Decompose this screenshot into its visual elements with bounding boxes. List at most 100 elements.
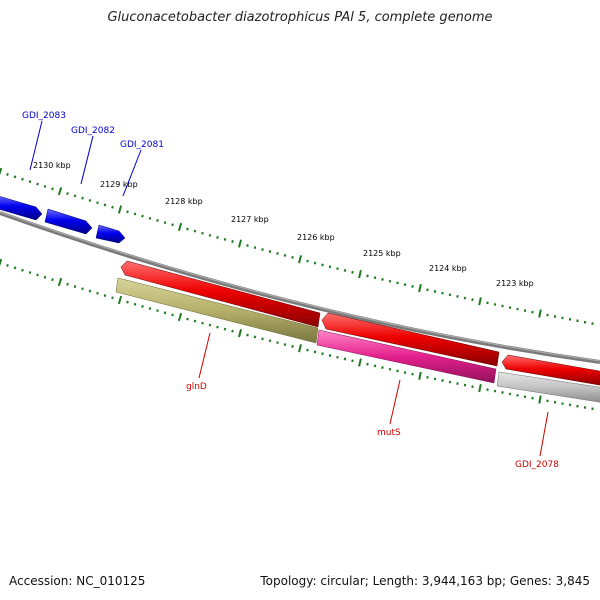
leader-line-gdi-2082 — [80, 135, 94, 185]
lower-ruler-minor-tick — [186, 317, 189, 321]
cog-band-glnd — [115, 277, 319, 344]
upper-ruler-minor-tick — [96, 201, 99, 205]
upper-ruler-minor-tick — [313, 261, 317, 265]
upper-ruler-minor-tick — [328, 265, 332, 269]
lower-ruler-minor-tick — [351, 359, 354, 363]
cog-band-muts — [316, 329, 497, 384]
upper-ruler-minor-tick — [321, 263, 324, 267]
ruler-label-2126: 2126 kbp — [297, 233, 335, 242]
genome-summary-text: Topology: circular; Length: 3,944,163 bp… — [260, 574, 590, 588]
upper-ruler-minor-tick — [268, 250, 272, 253]
lower-ruler-major-tick — [0, 258, 3, 267]
upper-ruler-major-tick — [177, 222, 183, 232]
upper-ruler-minor-tick — [276, 252, 279, 255]
upper-ruler-minor-tick — [463, 296, 467, 300]
lower-ruler-minor-tick — [193, 319, 197, 323]
lower-ruler-minor-tick — [321, 352, 324, 356]
gene-label-gdi-2083[interactable]: GDI_2083 — [22, 111, 66, 121]
gene-arrow-muts[interactable] — [321, 312, 500, 367]
upper-ruler-minor-tick — [111, 205, 114, 209]
lower-ruler-minor-tick — [231, 329, 234, 333]
lower-ruler-minor-tick — [246, 333, 249, 337]
upper-ruler-major-tick — [538, 309, 542, 318]
upper-ruler-minor-tick — [156, 219, 159, 222]
lower-ruler-minor-tick — [133, 302, 137, 306]
gene-label-glnd[interactable]: glnD — [186, 382, 207, 392]
lower-ruler-minor-tick — [328, 354, 332, 357]
lower-ruler-minor-tick — [403, 371, 407, 374]
lower-ruler-minor-tick — [126, 300, 129, 304]
lower-ruler-major-tick — [298, 344, 302, 353]
upper-ruler-minor-tick — [6, 172, 9, 176]
lower-ruler-minor-tick — [111, 296, 114, 300]
upper-ruler-minor-tick — [396, 281, 399, 285]
lower-ruler-ticks — [0, 258, 594, 411]
upper-ruler-minor-tick — [28, 180, 32, 184]
gene-label-muts[interactable]: mutS — [377, 428, 401, 438]
lower-ruler-minor-tick — [141, 305, 144, 308]
upper-ruler-minor-tick — [51, 187, 54, 191]
accession-text: Accession: NC_010125 — [9, 574, 146, 588]
gene-label-gdi-2081[interactable]: GDI_2081 — [120, 140, 164, 150]
ruler-label-2125: 2125 kbp — [363, 249, 401, 258]
upper-ruler-minor-tick — [366, 274, 369, 278]
upper-ruler-major-tick — [238, 239, 242, 248]
upper-ruler-minor-tick — [231, 240, 234, 243]
lower-ruler-major-tick — [238, 328, 242, 338]
lower-ruler-minor-tick — [73, 285, 77, 288]
gene-arrow-glnd[interactable] — [120, 260, 321, 328]
lower-ruler-minor-tick — [6, 263, 9, 267]
upper-ruler-major-tick — [0, 167, 3, 176]
lower-ruler-minor-tick — [13, 266, 17, 270]
lower-ruler-major-tick — [478, 383, 482, 393]
leader-line-muts — [389, 379, 401, 425]
upper-ruler-minor-tick — [471, 298, 474, 302]
upper-ruler-minor-tick — [43, 184, 47, 188]
leader-line-gdi-2078 — [539, 411, 549, 457]
lower-ruler-minor-tick — [276, 341, 279, 345]
leader-line-glnd — [198, 332, 211, 379]
lower-ruler-minor-tick — [291, 344, 294, 348]
lower-ruler-minor-tick — [36, 273, 39, 277]
lower-ruler-minor-tick — [43, 275, 47, 279]
lower-ruler-minor-tick — [388, 367, 392, 371]
lower-ruler-minor-tick — [201, 321, 204, 325]
lower-ruler-major-tick — [57, 277, 63, 287]
upper-ruler-major-tick — [358, 269, 362, 279]
cog-band-gdi-2078 — [496, 371, 600, 403]
leader-line-gdi-2081 — [122, 149, 142, 197]
upper-ruler-minor-tick — [381, 278, 384, 281]
upper-ruler-minor-tick — [88, 198, 92, 202]
ruler-label-2123: 2123 kbp — [496, 279, 534, 288]
lower-ruler-minor-tick — [253, 335, 257, 339]
gene-arrow-gdi-2083[interactable] — [0, 195, 43, 221]
lower-ruler-major-tick — [117, 295, 123, 305]
gene-label-gdi-2078[interactable]: GDI_2078 — [515, 460, 559, 470]
upper-ruler-minor-tick — [13, 175, 17, 179]
lower-ruler-major-tick — [358, 358, 362, 367]
lower-ruler-minor-tick — [171, 313, 174, 317]
lower-ruler-minor-tick — [373, 364, 377, 368]
lower-ruler-minor-tick — [66, 282, 69, 286]
lower-ruler-minor-tick — [283, 343, 287, 346]
upper-ruler-minor-tick — [448, 293, 452, 297]
gene-arrow-gdi-2078[interactable] — [501, 354, 600, 386]
upper-ruler-minor-tick — [186, 227, 189, 231]
gene-label-gdi-2082[interactable]: GDI_2082 — [71, 126, 115, 136]
ruler-label-2129: 2129 kbp — [100, 180, 138, 189]
map-title: Gluconacetobacter diazotrophicus PAl 5, … — [107, 10, 493, 25]
lower-ruler-minor-tick — [208, 323, 212, 327]
ruler-label-2124: 2124 kbp — [429, 264, 467, 273]
upper-ruler-major-tick — [478, 297, 482, 306]
upper-ruler-minor-tick — [388, 279, 392, 283]
lower-ruler-minor-tick — [21, 268, 24, 272]
upper-ruler-minor-tick — [36, 182, 39, 186]
upper-ruler-minor-tick — [141, 214, 144, 218]
lower-ruler-minor-tick — [343, 357, 347, 361]
lower-ruler-minor-tick — [81, 287, 84, 291]
upper-ruler-minor-tick — [343, 269, 347, 272]
lower-ruler-minor-tick — [163, 311, 167, 315]
gene-arrow-gdi-2081[interactable] — [95, 224, 126, 244]
gene-arrow-gdi-2082[interactable] — [44, 208, 93, 235]
